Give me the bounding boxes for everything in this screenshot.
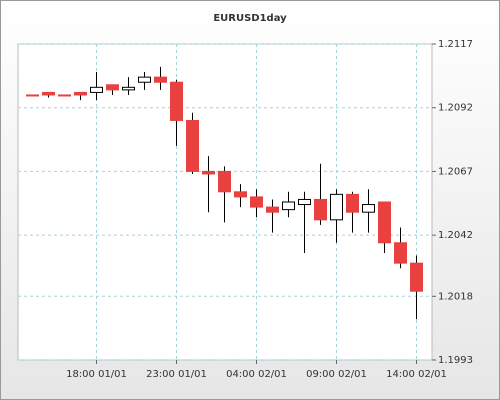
y-tick-label: 1.1993 [438, 355, 473, 366]
candle-body [346, 193, 359, 213]
y-tick-label: 1.2067 [438, 166, 473, 177]
y-tick-label: 1.2092 [438, 103, 473, 114]
candle-body [186, 119, 199, 172]
chart-title: EURUSD1day [213, 13, 287, 24]
candle-body [74, 91, 87, 96]
x-tick-label: 23:00 01/01 [146, 369, 207, 380]
candle-body [234, 191, 247, 198]
candle-body [106, 84, 119, 91]
y-tick-label: 1.2042 [438, 230, 473, 241]
candle-body [170, 81, 183, 121]
candle-body [90, 86, 103, 93]
y-tick-label: 1.2018 [438, 291, 473, 302]
x-tick-label: 18:00 01/01 [66, 369, 127, 380]
candle-body [58, 94, 71, 97]
candle-body [154, 76, 167, 83]
candle-body [394, 242, 407, 264]
candle-body [202, 170, 215, 175]
candle-body [266, 206, 279, 213]
candle-body [282, 201, 295, 211]
candle-body [42, 91, 55, 96]
y-tick-label: 1.2117 [438, 39, 473, 50]
candle-body [378, 201, 391, 244]
candle-body [410, 262, 423, 292]
candle-body [26, 94, 39, 97]
x-tick-label: 04:00 02/01 [226, 369, 287, 380]
candle-body [122, 86, 135, 91]
candle-body [298, 198, 311, 206]
candle-body [314, 198, 327, 221]
candle-body [218, 170, 231, 193]
candle-body [138, 76, 151, 83]
x-tick-label: 14:00 02/01 [386, 369, 447, 380]
candle-body [330, 193, 343, 221]
x-tick-label: 09:00 02/01 [306, 369, 367, 380]
candle-body [362, 204, 375, 213]
candle-body [250, 196, 263, 208]
